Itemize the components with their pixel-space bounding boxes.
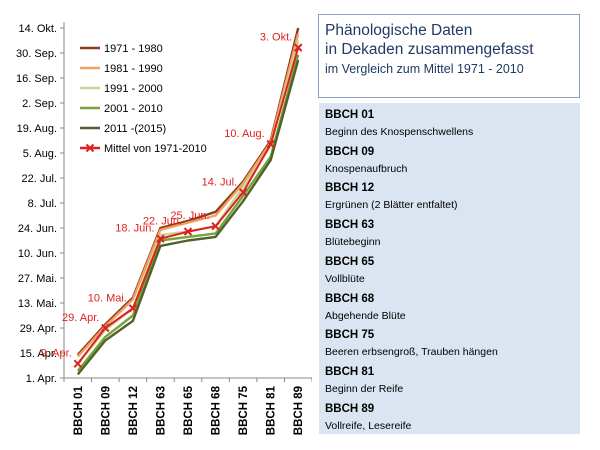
bbch-description: Beginn des Knospenschwellens bbox=[325, 126, 474, 138]
phenology-chart: 1. Apr. 15. Apr. 29. Apr. 13. Mai. 27. Mai. 1… bbox=[16, 22, 312, 435]
mean-data-label: 10. Aug. bbox=[224, 128, 264, 140]
mean-point-marker bbox=[101, 323, 110, 333]
x-tick-label: BBCH 89 bbox=[293, 386, 305, 435]
y-tick-label: 30. Sep. bbox=[16, 48, 57, 60]
x-tick-label: BBCH 12 bbox=[128, 386, 140, 435]
mean-point-marker bbox=[183, 227, 193, 236]
y-tick-label: 8. Jul. bbox=[28, 198, 57, 210]
y-axis: 1. Apr. 15. Apr. 29. Apr. 13. Mai. 27. Mai. 1… bbox=[16, 22, 65, 385]
y-tick-label: 14. Okt. bbox=[18, 23, 57, 35]
legend-marker bbox=[85, 143, 95, 153]
series-line-4 bbox=[76, 59, 300, 376]
bbch-code: BBCH 89 bbox=[325, 402, 375, 415]
bbch-description: Abgehende Blüte bbox=[325, 309, 406, 322]
chart-title-box: Phänologische Daten in Dekaden zusammeng… bbox=[318, 14, 580, 98]
series-lines bbox=[76, 27, 300, 376]
mean-point-marker bbox=[211, 222, 220, 231]
mean-data-label: 29. Apr. bbox=[62, 312, 99, 324]
legend-label: Mittel von 1971-2010 bbox=[104, 143, 207, 155]
y-tick-label: 19. Aug. bbox=[17, 123, 57, 135]
bbch-list-item: BBCH 12 Ergrünen (2 Blätter entfaltet) bbox=[325, 181, 458, 212]
mean-data-label: 22. Jun. bbox=[143, 216, 182, 228]
legend-label: 1991 - 2000 bbox=[104, 83, 163, 95]
bbch-list-item: BBCH 89 Vollreife, Lesereife bbox=[325, 402, 411, 433]
y-tick-label: 10. Jun. bbox=[18, 248, 57, 260]
mean-series-line bbox=[77, 47, 300, 365]
bbch-list-item: BBCH 75 Beeren erbsengroß, Trauben hängen bbox=[325, 328, 498, 359]
y-tick-label: 27. Mai. bbox=[18, 273, 57, 285]
title-line-3: im Vergleich zum Mittel 1971 - 2010 bbox=[325, 62, 524, 76]
mean-data-label: 3. Okt. bbox=[260, 32, 292, 44]
bbch-code: BBCH 75 bbox=[325, 329, 375, 342]
mean-point-marker bbox=[238, 188, 248, 197]
mean-data-label: 9. Apr. bbox=[41, 348, 72, 360]
bbch-list-item: BBCH 65 Vollblüte bbox=[325, 255, 374, 286]
mean-data-label: 14. Jul. bbox=[202, 176, 237, 188]
bbch-code: BBCH 63 bbox=[325, 219, 375, 232]
bbch-list-item: BBCH 68 Abgehende Blüte bbox=[325, 292, 406, 323]
mean-point-marker bbox=[156, 234, 165, 243]
mean-point-marker bbox=[128, 304, 138, 313]
bbch-code: BBCH 65 bbox=[325, 255, 375, 268]
mean-series: 9. Apr.29. Apr.10. Mai.18. Jun.22. Jun.2… bbox=[41, 32, 303, 368]
series-line-1 bbox=[76, 33, 300, 358]
bbch-description: Ergrünen (2 Blätter entfaltet) bbox=[325, 199, 458, 212]
series-line-0 bbox=[76, 27, 300, 356]
bbch-list-item: BBCH 81 Beginn der Reife bbox=[325, 365, 403, 396]
bbch-legend-panel: BBCH 01 Beginn des Knospenschwellens BBCH … bbox=[319, 103, 580, 434]
mean-data-label: 10. Mai. bbox=[88, 292, 127, 304]
bbch-description: Beeren erbsengroß, Trauben hängen bbox=[325, 346, 498, 359]
x-tick-label: BBCH 01 bbox=[73, 385, 85, 435]
bbch-code: BBCH 09 bbox=[325, 145, 375, 158]
y-tick-label: 15. Apr. bbox=[20, 348, 57, 360]
bbch-code: BBCH 01 bbox=[325, 109, 375, 121]
legend-label: 2001 - 2010 bbox=[104, 103, 163, 115]
y-tick-label: 16. Sep. bbox=[16, 73, 57, 85]
bbch-list-item: BBCH 09 Knospenaufbruch bbox=[325, 145, 407, 176]
title-line-2: in Dekaden zusammengefasst bbox=[325, 41, 534, 58]
mean-point-marker bbox=[294, 43, 303, 52]
bbch-description: Vollblüte bbox=[325, 272, 365, 285]
y-tick-label: 24. Jun. bbox=[18, 223, 57, 235]
bbch-list-item: BBCH 01 Beginn des Knospenschwellens bbox=[325, 108, 473, 139]
x-tick-label: BBCH 65 bbox=[183, 385, 195, 435]
y-tick-label: 1. Apr. bbox=[26, 373, 57, 385]
x-tick-label: BBCH 63 bbox=[155, 386, 167, 435]
chart-legend: 1971 - 1980 1981 - 1990 1991 - 2000 2001 - … bbox=[80, 43, 207, 155]
mean-point-marker bbox=[266, 139, 275, 149]
x-tick-label: BBCH 81 bbox=[266, 385, 278, 435]
y-tick-label: 13. Mai. bbox=[18, 298, 57, 310]
x-tick-label: BBCH 68 bbox=[211, 385, 223, 435]
mean-data-label: 25. Jun. bbox=[170, 210, 209, 222]
bbch-description: Beginn der Reife bbox=[325, 382, 404, 395]
bbch-code: BBCH 81 bbox=[325, 365, 375, 378]
bbch-code: BBCH 68 bbox=[325, 292, 375, 305]
bbch-description: Blütebeginn bbox=[325, 236, 381, 249]
y-tick-label: 5. Aug. bbox=[23, 148, 57, 160]
x-axis: BBCH 01 BBCH 09 BBCH 12 BBCH 63 BBCH 65 BBCH … bbox=[63, 377, 312, 435]
y-tick-label: 2. Sep. bbox=[22, 98, 57, 110]
y-tick-label: 22. Jul. bbox=[22, 173, 57, 185]
bbch-list-item: BBCH 63 Blütebeginn bbox=[325, 218, 380, 249]
bbch-description: Vollreife, Lesereife bbox=[325, 419, 412, 432]
legend-label: 1971 - 1980 bbox=[104, 43, 163, 55]
legend-label: 2011 -(2015) bbox=[104, 123, 166, 135]
x-tick-label: BBCH 09 bbox=[100, 386, 112, 435]
bbch-description: Knospenaufbruch bbox=[325, 162, 408, 175]
title-line-1: Phänologische Daten bbox=[325, 22, 473, 39]
mean-data-label: 18. Jun. bbox=[115, 223, 154, 235]
x-tick-label: BBCH 75 bbox=[238, 385, 250, 435]
legend-label: 1981 - 1990 bbox=[104, 63, 163, 75]
series-line-3 bbox=[76, 54, 300, 372]
bbch-code: BBCH 12 bbox=[325, 182, 375, 195]
y-tick-label: 29. Apr. bbox=[20, 323, 57, 335]
mean-point-marker bbox=[73, 359, 82, 368]
